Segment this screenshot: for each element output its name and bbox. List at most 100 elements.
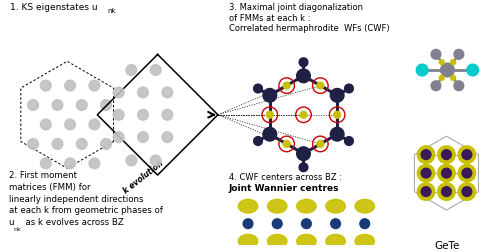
Circle shape (89, 158, 100, 169)
Circle shape (254, 84, 262, 93)
Circle shape (126, 65, 136, 75)
Circle shape (283, 141, 290, 147)
Ellipse shape (238, 234, 258, 248)
Circle shape (162, 87, 172, 98)
Circle shape (330, 219, 340, 229)
Circle shape (263, 128, 276, 141)
Circle shape (76, 100, 87, 110)
Circle shape (162, 109, 172, 120)
Circle shape (438, 183, 455, 200)
Circle shape (418, 183, 435, 200)
Circle shape (440, 60, 444, 65)
Circle shape (114, 109, 124, 120)
Circle shape (76, 139, 87, 149)
Circle shape (467, 64, 478, 76)
Circle shape (442, 150, 452, 160)
Circle shape (126, 155, 136, 166)
Circle shape (266, 111, 273, 118)
Ellipse shape (355, 199, 374, 213)
Text: of FMMs at each k :: of FMMs at each k : (228, 14, 310, 23)
Circle shape (421, 168, 431, 178)
Ellipse shape (296, 199, 316, 213)
Circle shape (64, 80, 76, 91)
Circle shape (450, 60, 456, 65)
Circle shape (138, 132, 148, 142)
Text: nk: nk (107, 8, 116, 14)
Circle shape (263, 88, 276, 102)
Circle shape (100, 139, 112, 149)
Circle shape (296, 69, 310, 83)
Circle shape (28, 100, 38, 110)
Text: u    as k evolves across BZ: u as k evolves across BZ (9, 218, 124, 227)
Circle shape (440, 63, 454, 77)
Circle shape (317, 141, 324, 147)
Circle shape (458, 146, 475, 163)
Circle shape (150, 155, 161, 166)
Circle shape (283, 82, 290, 89)
Circle shape (462, 150, 471, 160)
Circle shape (330, 88, 344, 102)
Ellipse shape (268, 199, 287, 213)
Circle shape (138, 109, 148, 120)
Text: matrices (FMM) for: matrices (FMM) for (9, 183, 90, 192)
Text: Correlated hermaphrodite  WFs (CWF): Correlated hermaphrodite WFs (CWF) (228, 24, 389, 33)
Circle shape (438, 164, 455, 182)
Circle shape (114, 132, 124, 142)
Circle shape (317, 82, 324, 89)
Text: Joint Wannier centres: Joint Wannier centres (228, 184, 339, 193)
Circle shape (442, 168, 452, 178)
Circle shape (360, 219, 370, 229)
Circle shape (296, 147, 310, 161)
Text: nk: nk (14, 227, 22, 232)
Circle shape (138, 87, 148, 98)
Circle shape (418, 146, 435, 163)
Circle shape (89, 80, 100, 91)
Circle shape (421, 150, 431, 160)
Circle shape (431, 81, 441, 91)
Circle shape (450, 75, 456, 80)
Circle shape (344, 137, 354, 145)
Ellipse shape (296, 234, 316, 248)
Text: 1. KS eigenstates u: 1. KS eigenstates u (10, 3, 98, 12)
Circle shape (462, 168, 471, 178)
Circle shape (344, 84, 354, 93)
Circle shape (330, 128, 344, 141)
Circle shape (299, 58, 308, 67)
Circle shape (40, 119, 51, 130)
Circle shape (89, 119, 100, 130)
Ellipse shape (355, 234, 374, 248)
Circle shape (454, 81, 464, 91)
Circle shape (40, 158, 51, 169)
Text: linearly independent directions: linearly independent directions (9, 195, 143, 204)
Ellipse shape (268, 234, 287, 248)
Text: GeTe: GeTe (435, 241, 460, 251)
Circle shape (40, 80, 51, 91)
Circle shape (431, 49, 441, 59)
Circle shape (28, 139, 38, 149)
Circle shape (418, 164, 435, 182)
Ellipse shape (326, 199, 345, 213)
Circle shape (300, 111, 307, 118)
Circle shape (150, 65, 161, 75)
Circle shape (416, 64, 428, 76)
Circle shape (254, 137, 262, 145)
Circle shape (162, 132, 172, 142)
Circle shape (440, 75, 444, 80)
Ellipse shape (238, 199, 258, 213)
Circle shape (114, 87, 124, 98)
Circle shape (299, 163, 308, 172)
Circle shape (442, 187, 452, 197)
Text: 4. CWF centers across BZ :: 4. CWF centers across BZ : (228, 173, 342, 182)
Text: at each k from geometric phases of: at each k from geometric phases of (9, 206, 162, 215)
Circle shape (462, 187, 471, 197)
Circle shape (52, 100, 63, 110)
Text: 2. First moment: 2. First moment (9, 171, 77, 180)
Circle shape (272, 219, 282, 229)
Circle shape (438, 146, 455, 163)
Circle shape (52, 139, 63, 149)
Text: 3. Maximal joint diagonalization: 3. Maximal joint diagonalization (228, 3, 362, 12)
Circle shape (302, 219, 312, 229)
Circle shape (458, 183, 475, 200)
Circle shape (64, 158, 76, 169)
Circle shape (458, 164, 475, 182)
